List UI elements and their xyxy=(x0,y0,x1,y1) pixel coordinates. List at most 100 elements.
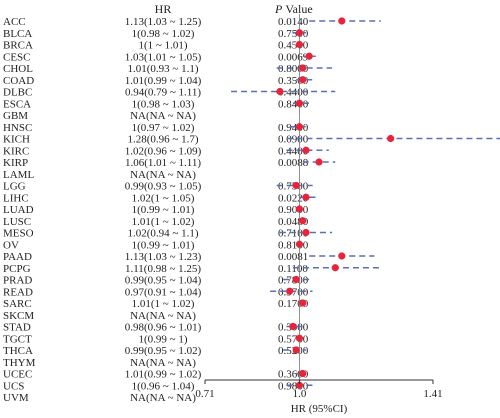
table-row: BRCA 1(1 ~ 1.01) 0.4500 xyxy=(3,40,309,52)
p-value-text: 0.5700 xyxy=(278,333,309,345)
hr-ci-text: 1.01(1 ~ 1.02) xyxy=(132,216,195,228)
hr-ci-text: 1(0.98 ~ 1.03) xyxy=(132,98,195,110)
hr-point xyxy=(295,205,304,213)
p-value-text: 0.9000 xyxy=(278,204,309,216)
hr-point xyxy=(387,134,395,143)
cancer-type-label: ESCA xyxy=(3,98,31,110)
p-value-text: 0.4400 xyxy=(278,145,309,157)
table-row: BLCA 1(0.98 ~ 1.02) 0.7500 xyxy=(3,28,309,40)
table-row: ESCA 1(0.98 ~ 1.03) 0.8400 xyxy=(3,98,309,110)
cancer-type-label: READ xyxy=(3,286,33,298)
hr-point xyxy=(295,334,304,342)
hr-ci-text: NA(NA ~ NA) xyxy=(130,169,196,181)
table-row: THYM NA(NA ~ NA) xyxy=(3,357,196,369)
hr-ci-text: 1.01(0.99 ~ 1.02) xyxy=(125,369,202,381)
hr-point xyxy=(315,158,323,166)
cancer-type-label: STAD xyxy=(3,322,31,334)
cancer-type-label: BLCA xyxy=(3,28,32,40)
hr-ci-text: 1.28(0.96 ~ 1.7) xyxy=(127,134,198,146)
cancer-type-label: UVM xyxy=(3,392,29,404)
p-value-text: 0.3700 xyxy=(278,286,309,298)
hr-point xyxy=(299,64,307,72)
hr-point xyxy=(302,193,310,201)
hr-ci-text: 1(0.99 ~ 1) xyxy=(138,333,187,345)
x-axis: 0.71 1.0 1.41 xyxy=(195,379,443,400)
p-value-text: 0.0140 xyxy=(278,16,309,28)
p-value-text: 0.0069 xyxy=(278,51,309,63)
table-row: TGCT 1(0.99 ~ 1) 0.5700 xyxy=(3,333,309,345)
column-headers: HR P Value xyxy=(155,2,313,16)
table-row: DLBC 0.94(0.79 ~ 1.11) 0.4400 xyxy=(3,87,309,99)
hr-point xyxy=(299,76,307,84)
table-row: UCS 1(0.96 ~ 1.04) 0.9800 xyxy=(3,380,309,392)
hr-ci-text: 1(0.99 ~ 1.01) xyxy=(132,204,195,216)
hr-point xyxy=(292,181,300,190)
hr-ci-text: 1.01(1 ~ 1.02) xyxy=(132,298,195,310)
table-row: CHOL 1.01(0.93 ~ 1.1) 0.8000 xyxy=(3,63,309,75)
table-row: SARC 1.01(1 ~ 1.02) 0.1700 xyxy=(3,298,309,310)
p-value-text: 0.7100 xyxy=(278,228,309,240)
cancer-type-label: COAD xyxy=(3,75,34,87)
cancer-type-label: UCEC xyxy=(3,369,32,381)
cancer-type-label: LUAD xyxy=(3,204,34,216)
x-tick-label: 1.41 xyxy=(423,388,442,400)
hr-point xyxy=(295,29,304,37)
cancer-type-label: THCA xyxy=(3,345,33,357)
hr-point xyxy=(338,252,346,260)
hr-ci-text: 1.13(1.03 ~ 1.23) xyxy=(125,251,202,263)
hr-ci-text: 1(0.98 ~ 1.02) xyxy=(132,28,195,40)
hr-ci-text: 0.99(0.95 ~ 1.04) xyxy=(125,275,202,287)
hr-point xyxy=(302,146,310,154)
p-value-text: 0.0220 xyxy=(278,192,309,204)
cancer-type-label: SKCM xyxy=(3,310,34,322)
x-tick-label: 1.0 xyxy=(293,388,307,400)
cancer-type-label: OV xyxy=(3,239,19,251)
table-row: KICH 1.28(0.96 ~ 1.7) 0.0900 xyxy=(3,134,309,146)
cancer-type-label: UCS xyxy=(3,380,24,392)
p-value-text: 0.4400 xyxy=(278,87,309,99)
hr-point xyxy=(331,264,339,272)
cancer-type-label: LIHC xyxy=(3,192,29,204)
hr-point xyxy=(299,299,307,307)
cancer-type-label: KIRC xyxy=(3,145,29,157)
hr-ci-text: 1(0.96 ~ 1.04) xyxy=(132,380,195,392)
hr-ci-text: 1.02(0.96 ~ 1.09) xyxy=(125,145,202,157)
hr-point xyxy=(338,17,346,25)
hr-ci-text: 1.02(0.94 ~ 1.1) xyxy=(127,228,198,240)
table-row: READ 0.97(0.91 ~ 1.04) 0.3700 xyxy=(3,286,309,298)
table-row: LUAD 1(0.99 ~ 1.01) 0.9000 xyxy=(3,204,309,216)
hr-point xyxy=(305,52,313,60)
hr-point xyxy=(295,40,304,49)
cancer-type-label: PAAD xyxy=(3,251,32,263)
hr-point xyxy=(276,87,284,96)
cancer-type-label: MESO xyxy=(3,228,34,240)
p-value-text: 0.8100 xyxy=(278,239,309,251)
hr-point xyxy=(289,322,297,331)
hr-ci-text: 0.97(0.91 ~ 1.04) xyxy=(125,286,202,298)
cancer-type-label: LGG xyxy=(3,181,26,193)
cancer-type-label: CHOL xyxy=(3,63,33,75)
cancer-type-label: PCPG xyxy=(3,263,31,275)
p-value-text: 0.4500 xyxy=(278,40,309,52)
cancer-type-label: LAML xyxy=(3,169,34,181)
table-row: ACC 1.13(1.03 ~ 1.25) 0.0140 xyxy=(3,16,309,28)
x-tick-label: 0.71 xyxy=(195,388,214,400)
hr-ci-text: 1.02(1 ~ 1.05) xyxy=(132,192,195,204)
hr-point xyxy=(299,369,307,378)
cancer-type-label: CESC xyxy=(3,51,31,63)
table-row: GBM NA(NA ~ NA) xyxy=(3,110,196,122)
hr-point xyxy=(295,99,304,107)
cancer-type-label: SARC xyxy=(3,298,32,310)
table-rows: ACC 1.13(1.03 ~ 1.25) 0.0140 BLCA 1(0.98 ~ 1… xyxy=(3,16,309,404)
p-value-text: 0.9400 xyxy=(278,122,309,134)
table-row: HNSC 1(0.97 ~ 1.02) 0.9400 xyxy=(3,122,309,134)
hr-ci-text: 0.99(0.95 ~ 1.02) xyxy=(125,345,202,357)
table-row: LUSC 1.01(1 ~ 1.02) 0.0480 xyxy=(3,216,309,228)
table-row: KIRP 1.06(1.01 ~ 1.11) 0.0088 xyxy=(3,157,309,169)
hr-point xyxy=(292,275,300,284)
p-value-text: 0.7500 xyxy=(278,28,309,40)
plot-area xyxy=(231,14,500,389)
